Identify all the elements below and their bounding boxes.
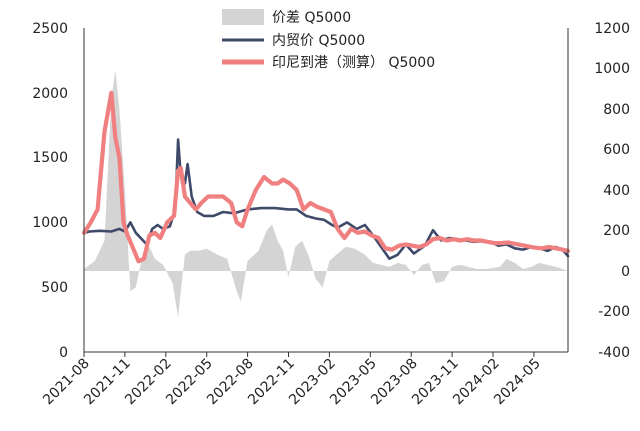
legend-label-spread: 价差 Q5000 bbox=[272, 10, 351, 26]
right-tick-neg400: -400 bbox=[598, 345, 630, 361]
left-tick-2500: 2500 bbox=[32, 21, 68, 37]
legend: 价差 Q5000 内贸价 Q5000 印尼到港（测算） Q5000 bbox=[222, 9, 435, 71]
left-tick-1000: 1000 bbox=[32, 215, 68, 231]
right-tick-1200: 1200 bbox=[594, 21, 630, 37]
right-tick-200: 200 bbox=[603, 223, 630, 239]
right-axis: -400 -200 0 200 400 600 800 1000 1200 bbox=[567, 21, 630, 361]
plot-area bbox=[81, 70, 571, 318]
series-line-domestic bbox=[82, 138, 570, 260]
legend-swatch-spread bbox=[222, 9, 264, 25]
left-tick-2000: 2000 bbox=[32, 86, 68, 102]
right-tick-800: 800 bbox=[603, 102, 630, 118]
series-line-indonesia bbox=[81, 90, 571, 264]
legend-label-indonesia: 印尼到港（测算） Q5000 bbox=[272, 55, 435, 71]
x-axis: 2021-08 2021-11 2022-02 2022-05 2022-08 … bbox=[40, 351, 568, 408]
right-tick-0: 0 bbox=[621, 264, 630, 280]
left-tick-1500: 1500 bbox=[32, 150, 68, 166]
legend-label-domestic: 内贸价 Q5000 bbox=[272, 33, 365, 49]
left-axis: 0 500 1000 1500 2000 2500 bbox=[32, 21, 85, 361]
right-tick-400: 400 bbox=[603, 183, 630, 199]
right-tick-1000: 1000 bbox=[594, 61, 630, 77]
left-tick-500: 500 bbox=[41, 280, 68, 296]
series-area-spread bbox=[84, 70, 568, 318]
left-tick-0: 0 bbox=[59, 345, 68, 361]
x-tick-marks bbox=[83, 352, 535, 357]
right-tick-600: 600 bbox=[603, 142, 630, 158]
right-tick-neg200: -200 bbox=[598, 304, 630, 320]
